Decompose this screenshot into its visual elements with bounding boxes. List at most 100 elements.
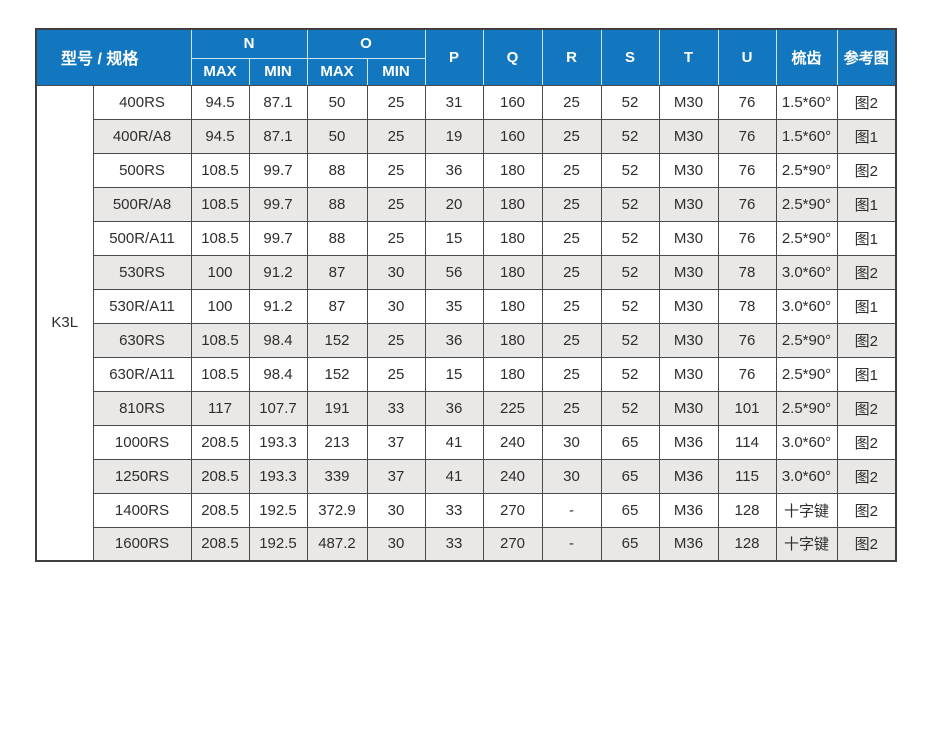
group-cell: K3L [35,84,94,562]
cell-u: 76 [717,152,777,188]
cell-s: 52 [600,322,660,358]
cell-p: 19 [424,118,484,154]
cell-o-max: 87 [306,288,368,324]
cell-o-max: 213 [306,424,368,460]
cell-p: 15 [424,220,484,256]
cell-model: 500R/A8 [92,186,192,222]
cell-u: 115 [717,458,777,494]
cell-t: M36 [658,492,719,528]
cell-p: 36 [424,390,484,426]
header-col-q: Q [482,28,543,86]
cell-p: 31 [424,84,484,120]
table-row: 500R/A8 108.5 99.7 88 25 20 180 25 52 M3… [36,186,897,222]
cell-r: 30 [541,458,602,494]
cell-n-max: 94.5 [190,118,250,154]
cell-o-min: 37 [366,424,426,460]
cell-ref: 图2 [836,424,897,460]
cell-n-min: 193.3 [248,458,308,494]
cell-u: 76 [717,322,777,358]
cell-s: 52 [600,186,660,222]
header-col-t: T [658,28,719,86]
header-row-main: 型号 / 规格 N O P Q R S T U 梳齿 参考图 [35,28,897,86]
cell-t: M30 [658,84,719,120]
cell-t: M30 [658,288,719,324]
cell-n-max: 117 [190,390,250,426]
cell-o-max: 339 [306,458,368,494]
header-col-r: R [541,28,602,86]
cell-ref: 图2 [836,254,897,290]
cell-o-min: 25 [366,118,426,154]
cell-o-max: 88 [306,220,368,256]
cell-q: 180 [482,356,543,392]
header-col-n: N [190,28,308,59]
cell-q: 180 [482,152,543,188]
cell-p: 36 [424,322,484,358]
cell-comb: 3.0*60° [775,458,838,494]
cell-ref: 图2 [836,84,897,120]
cell-t: M36 [658,458,719,494]
cell-u: 76 [717,356,777,392]
cell-ref: 图2 [836,492,897,528]
cell-o-min: 25 [366,220,426,256]
cell-p: 15 [424,356,484,392]
cell-comb: 1.5*60° [775,84,838,120]
cell-ref: 图1 [836,118,897,154]
cell-comb: 3.0*60° [775,424,838,460]
cell-n-max: 100 [190,254,250,290]
cell-o-max: 50 [306,118,368,154]
cell-q: 270 [482,526,543,562]
cell-q: 180 [482,254,543,290]
cell-q: 180 [482,288,543,324]
cell-s: 52 [600,288,660,324]
table-row: 1600RS 208.5 192.5 487.2 30 33 270 - 65 … [36,526,897,562]
cell-n-max: 108.5 [190,152,250,188]
cell-o-min: 33 [366,390,426,426]
cell-o-min: 30 [366,254,426,290]
cell-model: 500R/A11 [92,220,192,256]
table-row: K3L 400RS 94.5 87.1 50 25 31 160 25 52 M3… [35,84,897,562]
cell-t: M30 [658,254,719,290]
cell-comb: 十字键 [775,492,838,528]
cell-o-max: 50 [306,84,368,120]
table-body: K3L 400RS 94.5 87.1 50 25 31 160 25 52 M3… [35,84,897,562]
cell-comb: 2.5*90° [775,356,838,392]
cell-r: 25 [541,288,602,324]
cell-ref: 图2 [836,152,897,188]
cell-n-max: 108.5 [190,220,250,256]
cell-p: 33 [424,492,484,528]
cell-o-max: 88 [306,152,368,188]
cell-comb: 十字键 [775,526,838,562]
table-row: 1250RS 208.5 193.3 339 37 41 240 30 65 M… [36,458,897,494]
cell-u: 78 [717,254,777,290]
cell-n-min: 91.2 [248,254,308,290]
header-col-o: O [306,28,426,59]
cell-model: 400R/A8 [92,118,192,154]
cell-t: M36 [658,526,719,562]
cell-r: 25 [541,118,602,154]
cell-o-max: 152 [306,356,368,392]
cell-ref: 图1 [836,220,897,256]
cell-o-min: 25 [366,152,426,188]
cell-u: 76 [717,84,777,120]
cell-model: 530R/A11 [92,288,192,324]
cell-model: 630R/A11 [92,356,192,392]
cell-s: 52 [600,152,660,188]
cell-r: 25 [541,186,602,222]
cell-s: 65 [600,458,660,494]
cell-r: 25 [541,152,602,188]
cell-s: 52 [600,118,660,154]
cell-model: 1400RS [92,492,192,528]
header-model-spec: 型号 / 规格 [35,28,192,86]
cell-model: 1250RS [92,458,192,494]
cell-model: 500RS [92,152,192,188]
cell-o-min: 30 [366,288,426,324]
cell-q: 240 [482,458,543,494]
header-n-max: MAX [190,57,250,86]
cell-s: 65 [600,492,660,528]
cell-u: 128 [717,526,777,562]
cell-s: 52 [600,254,660,290]
cell-ref: 图2 [836,322,897,358]
cell-u: 76 [717,118,777,154]
header-col-ref: 参考图 [836,28,897,86]
cell-n-max: 94.5 [190,84,250,120]
